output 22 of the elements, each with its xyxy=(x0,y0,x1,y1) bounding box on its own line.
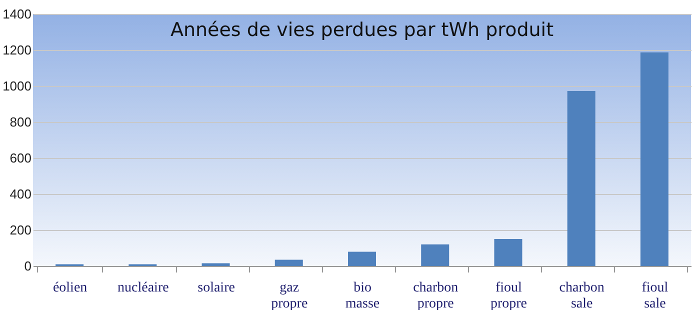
x-tick-label: éolien xyxy=(52,280,88,296)
bar xyxy=(567,91,596,266)
y-tick-label: 0 xyxy=(24,258,32,274)
y-tick-label: 1000 xyxy=(2,78,32,94)
bar xyxy=(494,239,522,266)
bar xyxy=(421,244,450,266)
x-tick-label: nucléaire xyxy=(118,280,169,296)
y-tick-label: 1200 xyxy=(2,42,32,58)
y-tick-label: 600 xyxy=(10,150,32,166)
chart-title: Années de vies perdues par tWh produit xyxy=(170,19,554,41)
y-tick-label: 400 xyxy=(10,186,32,202)
bar xyxy=(274,260,303,266)
bar xyxy=(640,52,668,266)
y-tick-label: 800 xyxy=(10,114,32,130)
x-tick-label: bio masse xyxy=(345,280,380,312)
y-tick-label: 200 xyxy=(10,222,32,238)
bar xyxy=(202,263,230,266)
x-tick-label: charbon sale xyxy=(559,280,604,312)
y-tick-label: 1400 xyxy=(2,6,32,22)
x-tick-label: solaire xyxy=(198,280,235,296)
bar xyxy=(348,252,376,266)
x-tick-label: fioul sale xyxy=(642,280,668,312)
